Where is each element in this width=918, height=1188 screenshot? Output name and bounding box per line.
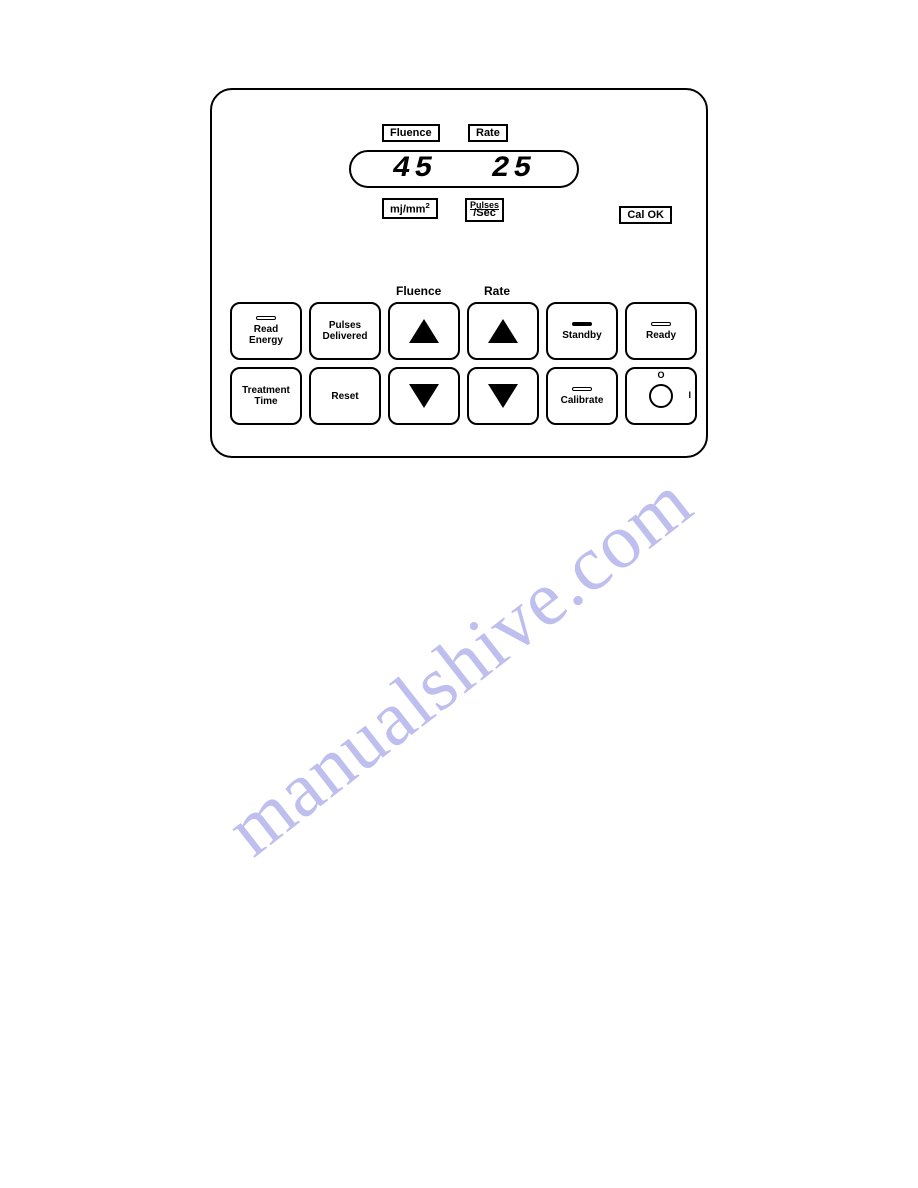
calibrate-label: Calibrate <box>561 395 604 406</box>
rate-readout: 25 <box>491 152 535 186</box>
fluence-unit-box: mj/mm2 <box>382 198 438 219</box>
triangle-up-icon <box>488 319 518 343</box>
fluence-down-button[interactable] <box>388 367 460 425</box>
ready-led <box>651 322 671 326</box>
reset-button[interactable]: Reset <box>309 367 381 425</box>
ready-button[interactable]: Ready <box>625 302 697 360</box>
watermark-text: manualshive.com <box>209 456 708 874</box>
rate-down-button[interactable] <box>467 367 539 425</box>
rate-label-box: Rate <box>468 124 508 142</box>
rate-unit-box: Pulses /Sec <box>465 198 504 222</box>
pulses-delivered-label: Pulses Delivered <box>322 320 367 342</box>
fluence-label-box: Fluence <box>382 124 440 142</box>
cal-ok-indicator: Cal OK <box>619 206 672 224</box>
triangle-down-icon <box>409 384 439 408</box>
reset-label: Reset <box>331 391 358 402</box>
fluence-column-header: Fluence <box>396 284 441 298</box>
standby-label: Standby <box>562 330 601 341</box>
calibrate-button[interactable]: Calibrate <box>546 367 618 425</box>
button-grid: Read Energy Pulses Delivered Standby Rea… <box>230 302 697 425</box>
read-energy-button[interactable]: Read Energy <box>230 302 302 360</box>
ready-label: Ready <box>646 330 676 341</box>
read-energy-label: Read Energy <box>249 324 283 346</box>
standby-led <box>572 322 592 326</box>
key-ring-icon <box>649 384 673 408</box>
triangle-up-icon <box>409 319 439 343</box>
key-on-mark: I <box>688 391 691 401</box>
calibrate-led <box>572 387 592 391</box>
triangle-down-icon <box>488 384 518 408</box>
control-panel: Fluence Rate 45 25 mj/mm2 Pulses /Sec Ca… <box>210 88 708 458</box>
key-off-mark: O <box>657 371 664 381</box>
treatment-time-label: Treatment Time <box>242 385 290 407</box>
standby-button[interactable]: Standby <box>546 302 618 360</box>
treatment-time-button[interactable]: Treatment Time <box>230 367 302 425</box>
fluence-unit-text: mj/mm <box>390 204 425 216</box>
read-energy-led <box>256 316 276 320</box>
lcd-display: 45 25 <box>349 150 579 188</box>
rate-unit-bottom: /Sec <box>473 207 496 219</box>
rate-column-header: Rate <box>484 284 510 298</box>
fluence-readout: 45 <box>392 152 436 186</box>
key-switch[interactable]: O I <box>625 367 697 425</box>
fluence-up-button[interactable] <box>388 302 460 360</box>
pulses-delivered-button[interactable]: Pulses Delivered <box>309 302 381 360</box>
rate-up-button[interactable] <box>467 302 539 360</box>
fluence-unit-sup: 2 <box>425 201 429 210</box>
